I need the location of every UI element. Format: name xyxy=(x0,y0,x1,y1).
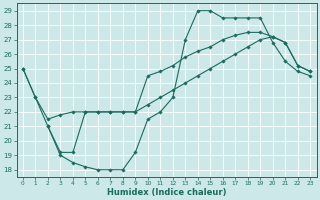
X-axis label: Humidex (Indice chaleur): Humidex (Indice chaleur) xyxy=(107,188,226,197)
